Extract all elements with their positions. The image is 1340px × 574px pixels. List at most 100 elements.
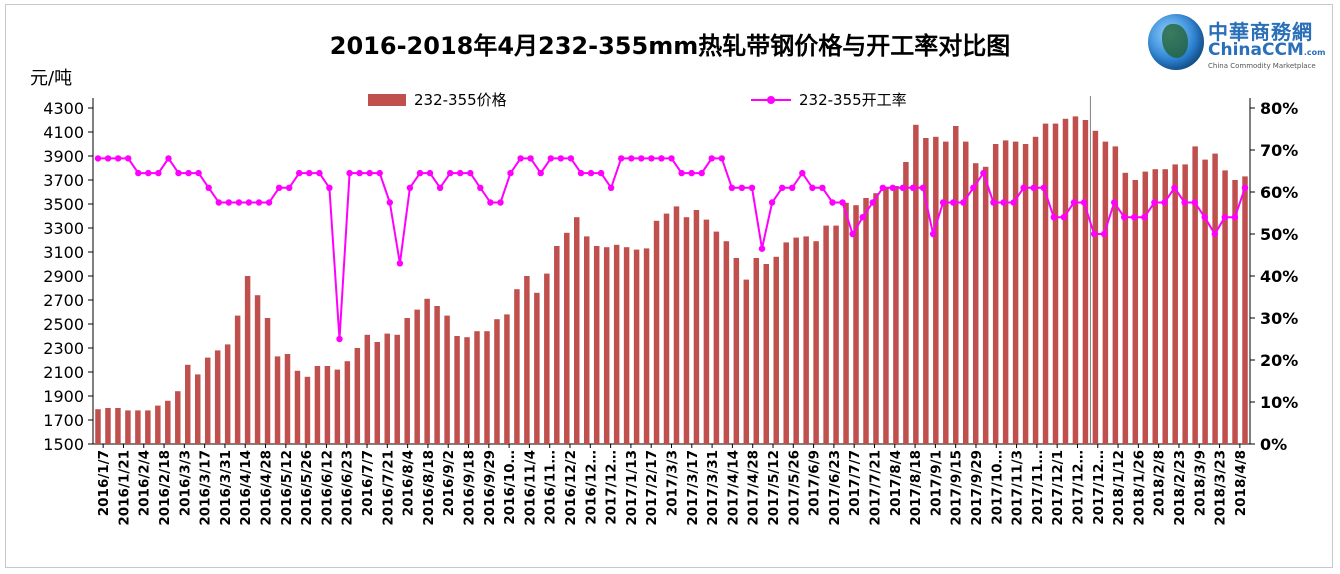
- rate-point: [386, 199, 393, 206]
- price-bar: [693, 210, 700, 444]
- price-bar: [753, 258, 760, 444]
- y-right-tick-label: 20%: [1260, 351, 1298, 370]
- rate-point: [950, 199, 957, 206]
- price-bar: [544, 273, 550, 444]
- x-tick-label: 2016/7/7: [360, 450, 376, 516]
- rate-point: [698, 169, 705, 177]
- price-bar: [1132, 180, 1139, 444]
- price-bar: [893, 186, 899, 444]
- rate-point: [879, 184, 886, 191]
- price-bar: [135, 410, 141, 444]
- price-bar: [833, 225, 839, 444]
- globe-icon: [1148, 14, 1204, 70]
- price-bar: [175, 391, 181, 444]
- chinaccm-logo: 中華商務網 ChinaCCM.com China Commodity Marke…: [1148, 14, 1338, 74]
- price-bar: [883, 188, 889, 444]
- x-tick-label: 2016/1/21: [116, 450, 132, 526]
- price-bar: [414, 309, 420, 444]
- rate-point: [597, 169, 605, 177]
- rate-point: [1040, 184, 1048, 191]
- legend-line-swatch: [751, 94, 791, 106]
- rate-point: [829, 199, 836, 206]
- chart-frame: [5, 4, 1333, 568]
- x-tick-label: 2016/9/18: [462, 450, 478, 526]
- rate-point: [1080, 199, 1088, 206]
- x-tick-label: 2017/12/1: [1050, 450, 1066, 526]
- rate-point: [990, 199, 997, 206]
- price-bar: [972, 163, 979, 444]
- rate-point: [869, 199, 876, 206]
- price-bar: [564, 232, 570, 444]
- rate-point: [195, 169, 202, 177]
- price-bar: [284, 354, 291, 444]
- price-bar: [514, 289, 520, 444]
- price-bar: [105, 408, 111, 444]
- rate-point: [789, 184, 796, 191]
- price-bar: [793, 237, 799, 444]
- x-tick-label: 2017/6/23: [827, 450, 843, 526]
- y-right-tick-label: 30%: [1260, 309, 1298, 328]
- rate-point: [577, 169, 585, 177]
- price-bar: [125, 410, 131, 444]
- y-right-tick-label: 50%: [1260, 225, 1298, 244]
- y-left-tick-label: 1700: [43, 411, 84, 430]
- rate-point: [1191, 199, 1198, 206]
- rate-point: [286, 184, 293, 191]
- y-right-tick-label: 80%: [1260, 99, 1298, 118]
- price-bar: [863, 198, 869, 444]
- legend-price: 232-355价格: [368, 89, 507, 110]
- x-tick-label: 2016/6/23: [340, 450, 356, 526]
- x-tick-label: 2017/4/28: [746, 450, 762, 526]
- rate-point: [537, 169, 544, 177]
- rate-point: [557, 155, 564, 162]
- x-tick-label: 2016/8/4: [401, 450, 417, 516]
- rate-point: [275, 184, 283, 191]
- price-bar: [703, 219, 710, 444]
- price-bar: [334, 369, 341, 444]
- x-tick-label: 2016/5/12: [279, 450, 295, 526]
- price-bar: [723, 241, 730, 444]
- rate-point: [748, 184, 756, 191]
- rate-point: [1050, 214, 1058, 221]
- x-tick-label: 2016/7/21: [380, 450, 396, 526]
- rate-point: [618, 155, 625, 162]
- x-tick-label: 2017/3/3: [665, 450, 681, 516]
- rate-point: [607, 184, 615, 191]
- price-bar: [194, 374, 201, 444]
- price-bar: [1102, 141, 1109, 444]
- price-bar: [803, 236, 809, 444]
- rate-point: [235, 199, 243, 206]
- x-tick-label: 2016/2/4: [137, 450, 153, 516]
- rate-point: [487, 199, 494, 206]
- x-tick-label: 2016/11/4: [522, 450, 538, 526]
- x-tick-label: 2017/12…: [604, 450, 620, 525]
- rate-point: [628, 155, 635, 162]
- price-bar: [903, 162, 909, 444]
- rate-point: [939, 199, 947, 206]
- y-left-tick-label: 2300: [43, 339, 84, 358]
- price-bar: [1062, 118, 1069, 445]
- rate-point: [477, 184, 484, 191]
- price-bar: [424, 298, 430, 444]
- rate-point: [668, 155, 675, 162]
- price-bar: [244, 276, 251, 444]
- x-tick-label: 2016/6/12: [319, 450, 335, 526]
- price-bar: [454, 336, 460, 444]
- x-tick-label: 2018/3/23: [1213, 450, 1229, 526]
- price-bar: [145, 410, 151, 444]
- price-bar: [204, 357, 211, 444]
- x-tick-label: 2017/12…: [1091, 450, 1107, 525]
- x-tick-label: 2017/8/18: [908, 450, 924, 526]
- rate-point: [1241, 184, 1249, 191]
- price-bar: [434, 306, 440, 444]
- x-tick-label: 2017/9/29: [969, 450, 985, 526]
- rate-point: [366, 169, 373, 177]
- y-left-tick-label: 4100: [43, 123, 84, 142]
- rate-point: [1030, 184, 1037, 191]
- x-tick-label: 2017/5/12: [766, 450, 782, 526]
- price-bar: [1152, 169, 1158, 444]
- y-left-tick-label: 3300: [43, 219, 84, 238]
- y-right-tick-label: 70%: [1260, 141, 1298, 160]
- rate-point: [919, 184, 927, 191]
- rate-point: [426, 169, 434, 177]
